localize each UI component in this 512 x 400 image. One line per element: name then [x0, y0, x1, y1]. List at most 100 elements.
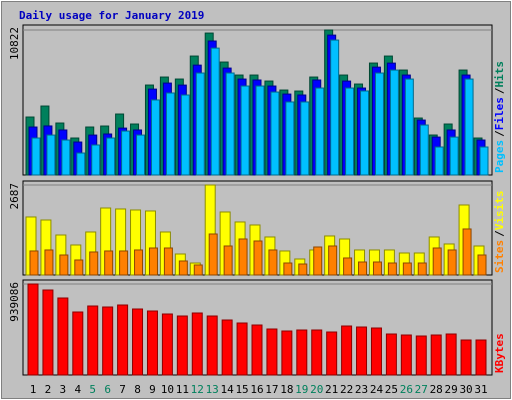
bar	[74, 259, 84, 276]
bar	[358, 261, 368, 276]
bar	[445, 333, 457, 376]
bar	[117, 304, 129, 376]
x-tick-label: 4	[74, 383, 81, 396]
bar	[180, 94, 190, 176]
bar	[253, 240, 263, 276]
bar	[341, 325, 353, 376]
x-tick-label: 14	[221, 383, 235, 396]
bar	[150, 99, 160, 176]
bar	[460, 339, 472, 376]
bar	[161, 313, 173, 376]
bar	[148, 247, 158, 276]
bar	[417, 262, 427, 276]
bar	[283, 262, 293, 276]
bar	[330, 39, 340, 176]
x-tick-label: 15	[235, 383, 248, 396]
bar	[87, 305, 99, 376]
bar	[270, 91, 280, 176]
bar	[345, 87, 355, 176]
bar	[91, 144, 101, 176]
x-tick-label: 18	[280, 383, 293, 396]
bar	[132, 308, 144, 376]
x-tick-label: 12	[191, 383, 204, 396]
x-tick-label: 24	[370, 383, 384, 396]
bar	[89, 251, 99, 276]
legend-entry: Hits	[493, 61, 506, 88]
x-tick-label: 29	[445, 383, 458, 396]
bar	[370, 327, 382, 376]
bar	[447, 249, 457, 276]
bar	[193, 264, 203, 276]
bar	[59, 254, 69, 276]
x-tick-label: 9	[149, 383, 156, 396]
bar	[311, 329, 323, 376]
bar	[102, 306, 114, 376]
x-tick-label: 1	[30, 383, 37, 396]
x-tick-label: 16	[250, 383, 263, 396]
bar	[479, 146, 489, 176]
bar	[385, 333, 397, 376]
bar	[372, 261, 382, 276]
bar	[195, 72, 205, 176]
bar	[104, 250, 114, 276]
bar	[165, 92, 175, 176]
bar	[475, 339, 487, 376]
legend: Pages/Files/Hits	[493, 61, 506, 173]
chart-title: Daily usage for January 2019	[19, 9, 204, 22]
legend: KBytes	[493, 333, 506, 373]
bar	[356, 326, 368, 376]
bar	[296, 329, 308, 376]
bar	[238, 238, 248, 276]
bar	[27, 283, 39, 376]
bar	[464, 78, 474, 176]
bar	[432, 247, 442, 276]
bar	[266, 328, 278, 376]
bar	[31, 137, 41, 176]
bar	[449, 136, 459, 176]
bar	[76, 152, 86, 176]
x-tick-label: 27	[415, 383, 428, 396]
bar	[402, 262, 412, 276]
x-tick-label: 5	[89, 383, 96, 396]
bar	[300, 101, 310, 176]
x-tick-label: 25	[385, 383, 398, 396]
bar	[477, 254, 487, 276]
bar	[240, 85, 250, 176]
x-tick-label: 28	[430, 383, 443, 396]
bar	[236, 322, 248, 376]
bar	[225, 72, 235, 176]
bar	[268, 249, 278, 276]
bar	[400, 334, 412, 376]
bar	[387, 262, 397, 276]
bar	[46, 134, 56, 176]
bar	[462, 228, 472, 276]
bar	[415, 335, 427, 376]
bar	[360, 90, 370, 176]
bar	[281, 330, 293, 376]
bar	[313, 246, 323, 276]
legend-entry: Visits	[493, 191, 506, 231]
bar	[176, 315, 188, 376]
bar	[44, 249, 54, 276]
bar	[178, 260, 188, 276]
x-tick-label: 3	[60, 383, 67, 396]
x-tick-label: 31	[474, 383, 487, 396]
bar	[315, 87, 325, 176]
bar	[210, 47, 220, 176]
legend-entry: Pages	[493, 140, 506, 173]
bar	[328, 245, 338, 276]
x-tick-label: 13	[206, 383, 219, 396]
bar	[206, 315, 218, 376]
y-tick-label: 10822	[8, 27, 21, 60]
bar	[146, 310, 158, 376]
bar	[61, 139, 71, 176]
legend-separator: /	[493, 87, 506, 94]
x-tick-label: 10	[161, 383, 174, 396]
bar	[223, 245, 233, 276]
legend: Sites /Visits	[493, 191, 506, 274]
bar	[285, 101, 295, 176]
x-tick-label: 19	[295, 383, 308, 396]
bar	[255, 85, 265, 176]
